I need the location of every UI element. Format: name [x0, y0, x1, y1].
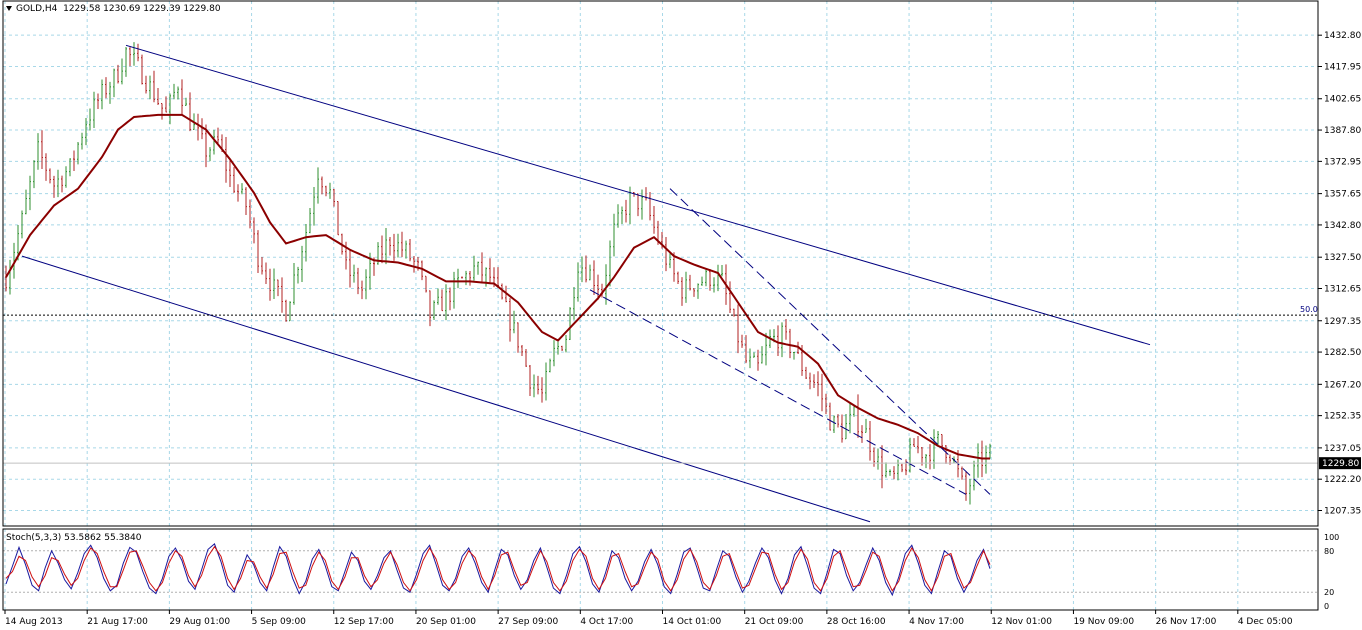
ohlc-values: 1229.58 1230.69 1229.39 1229.80: [63, 4, 221, 14]
x-tick-label: 14 Aug 2013: [5, 617, 63, 627]
y-tick-label: 1312.65: [1324, 284, 1361, 294]
x-tick-label: 21 Oct 09:00: [745, 617, 804, 627]
chart-header[interactable]: GOLD,H4 1229.58 1230.69 1229.39 1229.80: [6, 4, 221, 14]
axis-labels: 1432.80 1417.95 1402.65 1387.80 1372.95 1357.…: [5, 31, 1361, 627]
trend-dashed-lower: [589, 289, 967, 495]
channel-lower-line: [21, 255, 871, 523]
current-price-box: [1319, 457, 1361, 470]
y-tick-label: 1207.35: [1324, 507, 1361, 517]
y-tick-label: 1267.20: [1324, 380, 1361, 390]
y-tick-label: 1402.65: [1324, 95, 1361, 105]
y-tick-label: 1282.50: [1324, 348, 1361, 358]
fib-level-label: 50.0: [1300, 305, 1318, 314]
x-tick-label: 5 Sep 09:00: [252, 617, 307, 627]
y-tick-label: 1372.95: [1324, 157, 1361, 167]
stoch-title: Stoch(5,3,3) 53.5862 55.3840: [6, 533, 142, 543]
main-pane-frame: [2, 0, 1319, 527]
symbol-timeframe: GOLD,H4: [16, 4, 58, 14]
x-tick-label: 29 Aug 01:00: [169, 617, 230, 627]
stoch-pane-frame: [2, 528, 1319, 611]
x-tick-label: 4 Dec 05:00: [1238, 617, 1293, 627]
y-tick-label: 1237.05: [1324, 444, 1361, 454]
y-tick-label: 1327.50: [1324, 253, 1361, 263]
stoch-y-label: 0: [1324, 602, 1329, 611]
x-tick-label: 20 Sep 01:00: [416, 617, 476, 627]
y-tick-label: 1357.65: [1324, 190, 1361, 200]
x-tick-label: 4 Oct 17:00: [580, 617, 633, 627]
y-tick-label: 1432.80: [1324, 31, 1361, 41]
stoch-y-label: 80: [1324, 547, 1334, 556]
x-tick-label: 28 Oct 16:00: [827, 617, 886, 627]
overlays: [3, 44, 1318, 523]
stoch-y-label: 20: [1324, 588, 1334, 597]
axes: [2, 0, 1322, 614]
x-tick-label: 26 Nov 17:00: [1156, 617, 1217, 627]
main-grid: [3, 1, 1318, 526]
x-tick-label: 14 Oct 01:00: [663, 617, 722, 627]
x-tick-label: 12 Sep 17:00: [334, 617, 394, 627]
stoch-grid: [3, 529, 1318, 610]
stoch-signal-line: [5, 545, 991, 592]
y-tick-label: 1252.35: [1324, 412, 1361, 422]
y-tick-label: 1222.20: [1324, 475, 1361, 485]
stoch-main-line: [5, 543, 991, 597]
y-tick-label: 1342.80: [1324, 221, 1361, 231]
x-tick-label: 4 Nov 17:00: [909, 617, 964, 627]
x-tick-label: 12 Nov 01:00: [991, 617, 1052, 627]
stoch-lines: [5, 543, 991, 597]
y-tick-label: 1417.95: [1324, 62, 1361, 72]
candles: [5, 42, 991, 505]
channel-upper-line: [125, 44, 1151, 346]
y-tick-label: 1387.80: [1324, 126, 1361, 136]
stoch-y-label: 100: [1324, 533, 1339, 542]
current-price-label: 1229.80: [1322, 459, 1359, 469]
x-tick-label: 21 Aug 17:00: [87, 617, 148, 627]
x-tick-label: 19 Nov 09:00: [1073, 617, 1134, 627]
moving-average-line: [5, 113, 990, 460]
trend-dashed-upper: [669, 188, 991, 495]
y-tick-label: 1297.35: [1324, 317, 1361, 327]
dropdown-triangle-icon[interactable]: [6, 6, 12, 11]
x-tick-label: 27 Sep 09:00: [498, 617, 558, 627]
